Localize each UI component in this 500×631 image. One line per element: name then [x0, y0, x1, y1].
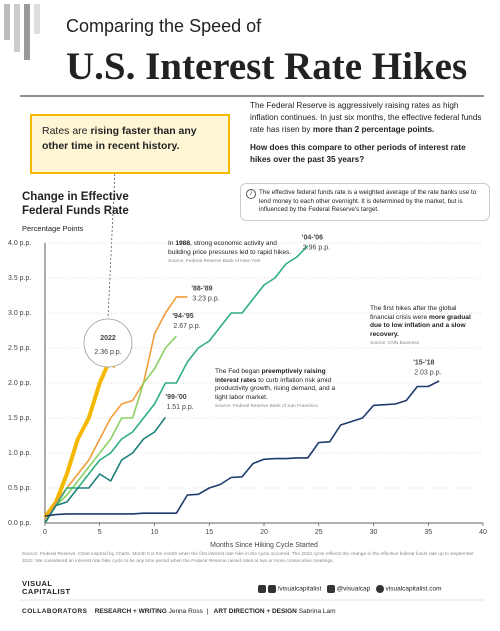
annotation: The first hikes after the global financi…	[370, 305, 482, 347]
x-tick-label: 0	[43, 529, 47, 536]
annotation-emphasis: more gradual due to low inflation and a …	[370, 313, 471, 338]
value-label: 3.96 p.p.	[303, 245, 330, 252]
annotation-source: Source: Federal Reserve Bank of New York	[168, 259, 261, 265]
annotation-emphasis: 1988	[175, 240, 191, 247]
intro: The Federal Reserve is aggressively rais…	[250, 100, 482, 165]
series-line	[44, 416, 167, 524]
value-label: 2.67 p.p.	[173, 323, 200, 330]
credit-role: RESEARCH + WRITING	[94, 608, 167, 615]
annotation-text: to curb inflation risk amid productivity…	[215, 376, 336, 401]
social-handle: /visualcapitalist	[277, 585, 322, 593]
y-tick-label: 1.5 p.p.	[8, 415, 31, 422]
info-icon: i	[246, 189, 256, 199]
brand: VISUAL CAPITALIST	[22, 580, 71, 596]
x-tick-label: 30	[370, 529, 378, 536]
series-name: '94-'95	[172, 313, 193, 320]
x-tick-label: 10	[151, 529, 159, 536]
series-name: '88-'89	[191, 286, 212, 293]
decor-bar	[4, 4, 10, 40]
callout-emphasis: rising faster than any other time in rec…	[42, 125, 197, 153]
series-name: '04-'06	[302, 235, 323, 242]
y-tick-label: 0.5 p.p.	[8, 485, 31, 492]
value-label: 2.36 p.p.	[94, 349, 121, 356]
x-tick-label: 40	[479, 529, 487, 536]
info-note: i The effective federal funds rate is a w…	[240, 183, 490, 221]
x-tick-label: 15	[205, 529, 213, 536]
website: visualcapitalist.com	[385, 585, 442, 593]
credit-role: ART DIRECTION + DESIGN	[213, 608, 297, 615]
annotation-source: Source: Federal Reserve Bank of San Fran…	[215, 404, 318, 410]
notes: Source: Federal Reserve. Chart inspired …	[22, 552, 474, 564]
series-name: '15-'18	[413, 360, 434, 367]
series-name: 2022	[100, 335, 116, 342]
x-tick-label: 20	[260, 529, 268, 536]
chart-subtitle: Percentage Points	[22, 224, 84, 233]
y-tick-label: 2.0 p.p.	[8, 380, 31, 387]
credit-name: Sabrina Lam	[298, 608, 336, 615]
info-text: The effective federal funds rate is a we…	[259, 189, 477, 213]
decor-bar	[34, 4, 40, 34]
x-tick-label: 35	[424, 529, 432, 536]
intro-question: How does this compare to other periods o…	[250, 142, 466, 164]
label-circle	[83, 318, 133, 368]
y-tick-label: 0.0 p.p.	[8, 520, 31, 527]
brand-line: CAPITALIST	[22, 586, 71, 596]
x-axis-label: Months Since Hiking Cycle Started	[210, 542, 318, 549]
annotation: In 1988, strong economic activity and bu…	[168, 240, 296, 265]
callout: Rates are rising faster than any other t…	[30, 114, 230, 174]
series-name: '99-'00	[165, 394, 186, 401]
social: /visualcapitalist @visualcap visualcapit…	[258, 585, 442, 593]
y-tick-label: 1.0 p.p.	[8, 450, 31, 457]
credit-name: Jenna Ross	[168, 608, 203, 615]
credits-label: COLLABORATORS	[22, 608, 88, 615]
title: U.S. Interest Rate Hikes	[66, 45, 468, 88]
callout-text: Rates are	[42, 125, 91, 137]
x-tick-label: 5	[98, 529, 102, 536]
y-tick-label: 2.5 p.p.	[8, 345, 31, 352]
y-tick-label: 3.0 p.p.	[8, 310, 31, 317]
annotation-text: In	[168, 240, 176, 247]
annotation-source: Source: CNN Business	[370, 341, 420, 347]
pointer	[107, 169, 116, 319]
brand-line: VISUAL	[22, 579, 53, 588]
annotation-text: The Fed began	[215, 368, 262, 375]
annotation-text: , strong economic activity and building …	[168, 240, 292, 256]
decor-bar	[24, 4, 30, 60]
social-handle: @visualcap	[336, 585, 371, 593]
series-line	[44, 245, 309, 524]
y-tick-label: 3.5 p.p.	[8, 275, 31, 282]
series-line	[44, 380, 440, 517]
value-label: 2.03 p.p.	[414, 370, 441, 377]
y-tick-label: 4.0 p.p.	[8, 240, 31, 247]
chart-title: Change in Effective Federal Funds Rate	[22, 191, 129, 218]
intro-emphasis: more than 2 percentage points.	[312, 124, 435, 134]
value-label: 1.51 p.p.	[166, 404, 193, 411]
kicker: Comparing the Speed of	[66, 16, 262, 36]
annotation-emphasis: preemptively raising interest rates	[215, 368, 326, 384]
credits: COLLABORATORS RESEARCH + WRITING Jenna R…	[22, 608, 336, 615]
value-label: 3.23 p.p.	[192, 296, 219, 303]
annotation: The Fed began preemptively raising inter…	[215, 368, 343, 410]
annotation-text: The first hikes after the global financi…	[370, 305, 457, 321]
series-line	[44, 335, 177, 524]
x-tick-label: 25	[315, 529, 323, 536]
decor-bar	[14, 4, 20, 52]
intro-text: The Federal Reserve is aggressively rais…	[250, 101, 482, 134]
series-line	[44, 296, 188, 524]
